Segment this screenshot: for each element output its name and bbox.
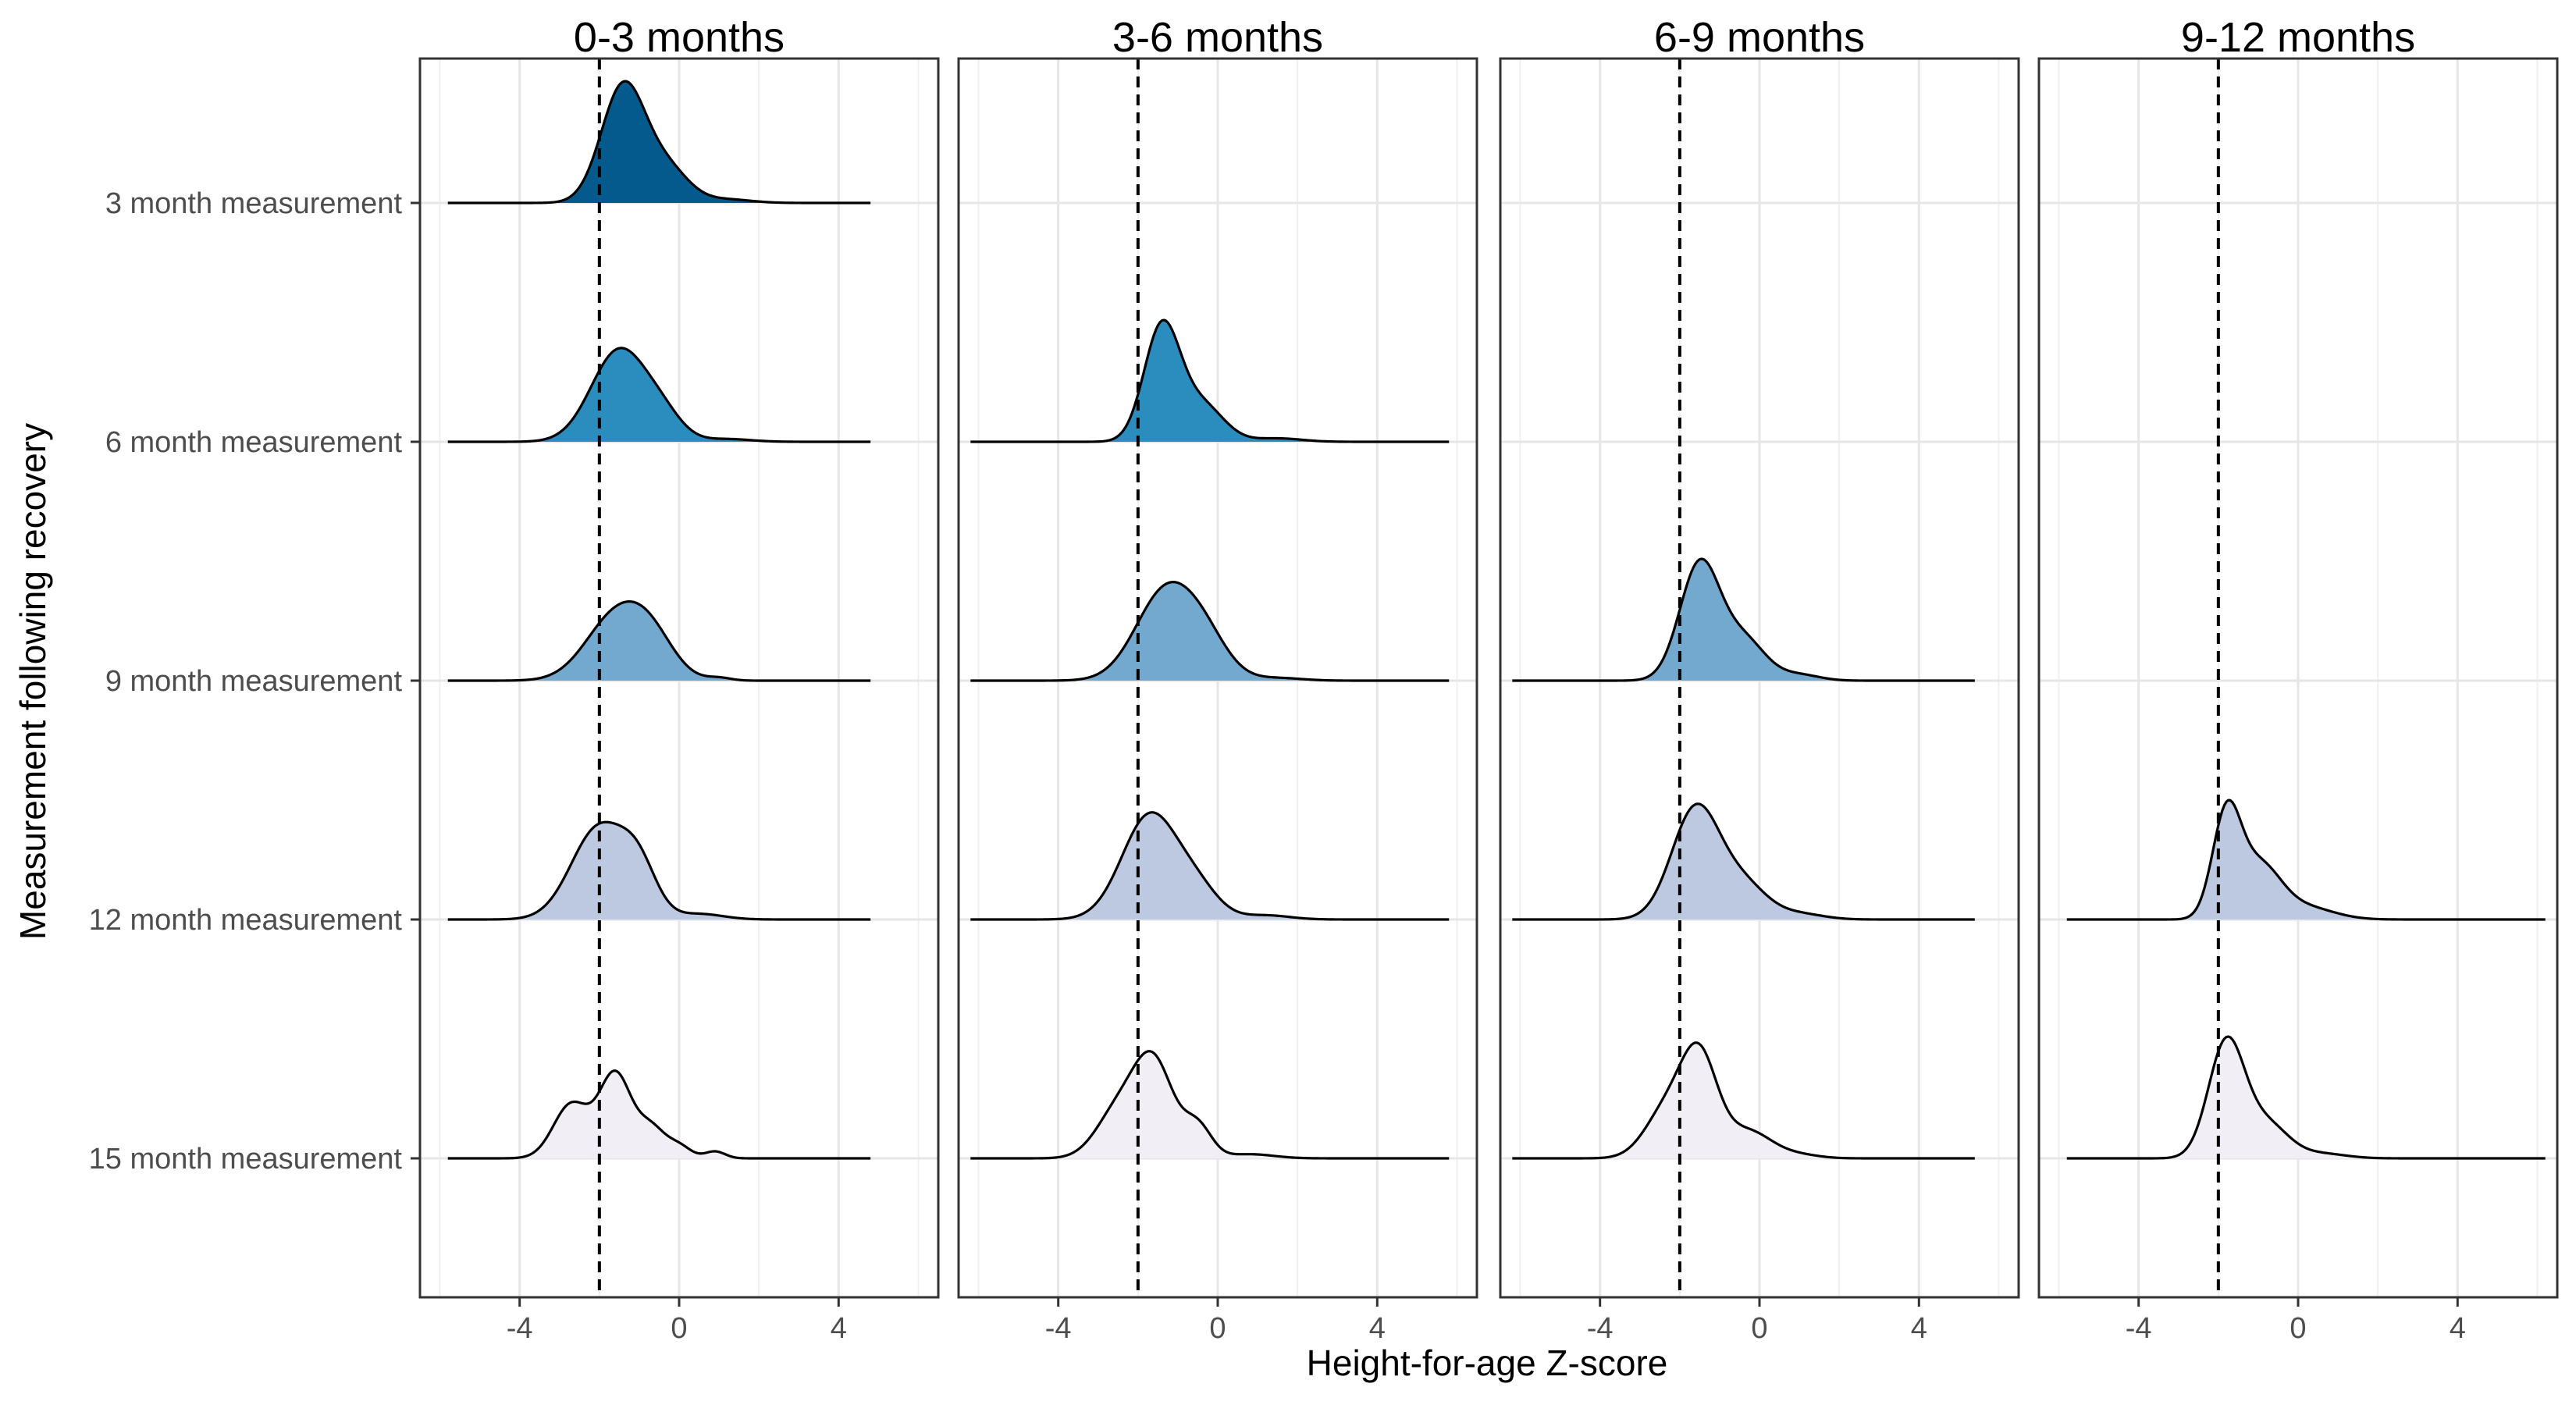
y-axis-tick-labels: 3 month measurement 6 month measurement 9 …	[89, 187, 420, 1176]
density-ridge-fill	[1512, 559, 1975, 681]
facet-title: 0-3 months	[574, 14, 785, 61]
x-tick-label: 0	[1751, 1312, 1767, 1345]
x-tick-label: 4	[831, 1312, 847, 1345]
x-tick-label: 0	[671, 1312, 687, 1345]
facet-title: 6-9 months	[1654, 14, 1865, 61]
x-tick-label: -4	[507, 1312, 533, 1345]
facet-panel: 0-3 months -4 0 4	[418, 14, 940, 1345]
density-ridge-outline	[970, 1050, 1450, 1160]
density-ridge-fill	[970, 320, 1450, 442]
density-ridge-fill	[447, 1070, 871, 1158]
density-ridge-fill	[1512, 803, 1975, 919]
x-tick-label: -4	[1045, 1312, 1072, 1345]
y-axis-title: Measurement following recovery	[12, 423, 53, 940]
x-tick-label: 4	[1911, 1312, 1927, 1345]
density-ridge-outline	[2066, 799, 2546, 921]
density-ridge-outline	[447, 600, 871, 682]
facet-panel: 3-6 months -4 0 4	[957, 14, 1478, 1345]
x-tick-label: 4	[1369, 1312, 1386, 1345]
y-tick-label: 3 month measurement	[105, 187, 403, 220]
density-ridge-fill	[447, 347, 871, 442]
facet-panel: 9-12 months -4 0 4	[2037, 14, 2559, 1345]
density-ridge-outline	[970, 318, 1450, 443]
density-ridge-outline	[447, 1069, 871, 1160]
density-ridge-outline	[970, 811, 1450, 921]
y-tick-label: 15 month measurement	[89, 1143, 403, 1176]
density-ridge-outline	[1512, 557, 1975, 682]
density-ridge-outline	[1512, 1041, 1975, 1160]
x-tick-label: 4	[2450, 1312, 2466, 1345]
facet-title: 9-12 months	[2181, 14, 2415, 61]
density-ridge-outline	[447, 80, 871, 205]
x-tick-label: 0	[2290, 1312, 2306, 1345]
y-tick-label: 12 month measurement	[89, 904, 403, 937]
facet-title: 3-6 months	[1112, 14, 1323, 61]
density-ridge-fill	[447, 822, 871, 919]
facet-panel: 6-9 months -4 0 4	[1499, 14, 2020, 1345]
density-ridge-fill	[970, 1051, 1450, 1158]
density-ridge-outline	[447, 347, 871, 443]
density-ridge-fill	[1512, 1042, 1975, 1158]
density-ridge-outline	[2066, 1035, 2546, 1160]
density-ridge-outline	[447, 820, 871, 921]
x-tick-label: 0	[1209, 1312, 1226, 1345]
y-tick-label: 9 month measurement	[105, 665, 403, 698]
x-axis-title: Height-for-age Z-score	[1307, 1343, 1668, 1383]
facet-panels: 0-3 months -4 0 4 3-6 months -4 0 4 6-9 months -4…	[418, 14, 2559, 1345]
x-tick-label: -4	[1587, 1312, 1614, 1345]
density-ridge-fill	[447, 601, 871, 681]
density-ridge-fill	[970, 812, 1450, 919]
y-tick-label: 6 month measurement	[105, 426, 403, 459]
density-ridge-outline	[1512, 802, 1975, 921]
density-ridge-outline	[970, 581, 1450, 682]
x-tick-label: -4	[2126, 1312, 2152, 1345]
density-ridge-fill	[970, 582, 1450, 681]
